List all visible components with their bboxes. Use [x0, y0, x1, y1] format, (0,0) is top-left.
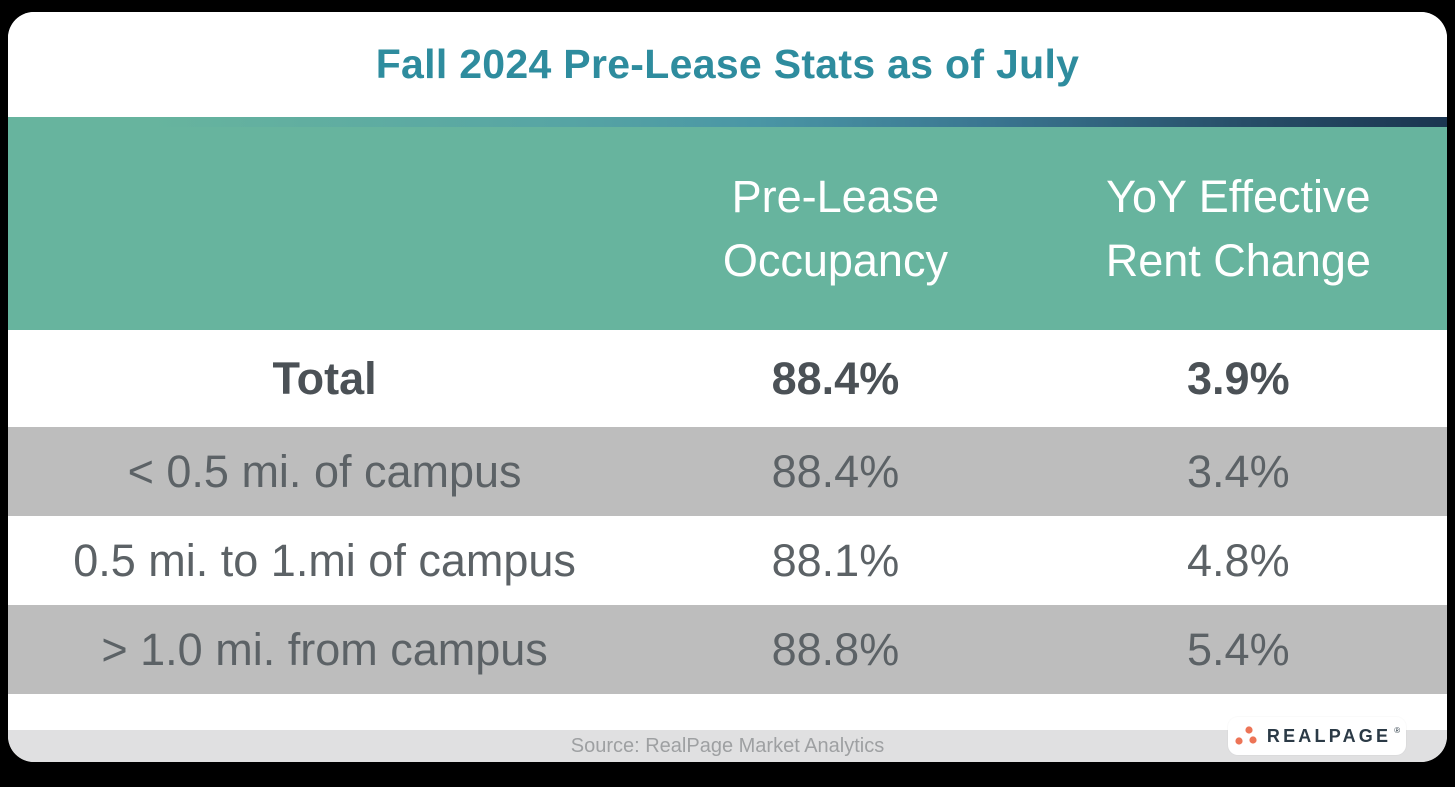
rent-change-value: 3.4%	[1187, 445, 1290, 497]
stats-card: Fall 2024 Pre-Lease Stats as of July Pre…	[8, 12, 1447, 762]
rent-change-value: 4.8%	[1187, 534, 1290, 586]
rent-change-value: 3.9%	[1187, 352, 1290, 404]
source-note: Source: RealPage Market Analytics	[570, 734, 885, 757]
table-row: 0.5 mi. to 1.mi of campus 88.1% 4.8%	[8, 516, 1447, 605]
occupancy-value: 88.4%	[771, 352, 900, 404]
row-label: 0.5 mi. to 1.mi of campus	[73, 534, 576, 586]
registered-trademark-icon: ®	[1394, 726, 1401, 735]
bottom-spacer	[8, 694, 1447, 730]
footer-bar: Source: RealPage Market Analytics	[8, 730, 1447, 762]
table-header-row: Pre-Lease Occupancy YoY Effective Rent C…	[8, 127, 1447, 330]
occupancy-value: 88.8%	[771, 623, 900, 675]
row-label: < 0.5 mi. of campus	[127, 445, 522, 497]
page-title: Fall 2024 Pre-Lease Stats as of July	[375, 41, 1080, 87]
table-row: < 0.5 mi. of campus 88.4% 3.4%	[8, 427, 1447, 516]
column-header-occupancy-line1: Pre-Lease	[731, 170, 940, 222]
title-bar: Fall 2024 Pre-Lease Stats as of July	[8, 12, 1447, 117]
table-body: Total 88.4% 3.9% < 0.5 mi. of campus 88.4% 3.…	[8, 330, 1447, 694]
rent-change-value: 5.4%	[1187, 623, 1290, 675]
column-header-occupancy-line2: Occupancy	[722, 234, 948, 286]
row-label: > 1.0 mi. from campus	[101, 623, 548, 675]
column-header-occupancy: Pre-Lease Occupancy	[641, 165, 1030, 293]
realpage-wordmark: REALPAGE	[1266, 725, 1392, 746]
column-header-rent-change-line1: YoY Effective	[1106, 170, 1371, 222]
table-row: > 1.0 mi. from campus 88.8% 5.4%	[8, 605, 1447, 694]
row-label: Total	[272, 352, 377, 404]
occupancy-value: 88.4%	[771, 445, 900, 497]
column-header-rent-change-line2: Rent Change	[1105, 234, 1371, 286]
realpage-dots-icon	[1235, 726, 1257, 745]
occupancy-value: 88.1%	[771, 534, 900, 586]
accent-gradient-bar	[8, 117, 1447, 127]
table-row: Total 88.4% 3.9%	[8, 330, 1447, 427]
realpage-logo: REALPAGE ®	[1228, 717, 1406, 755]
column-header-rent-change: YoY Effective Rent Change	[1030, 165, 1447, 293]
